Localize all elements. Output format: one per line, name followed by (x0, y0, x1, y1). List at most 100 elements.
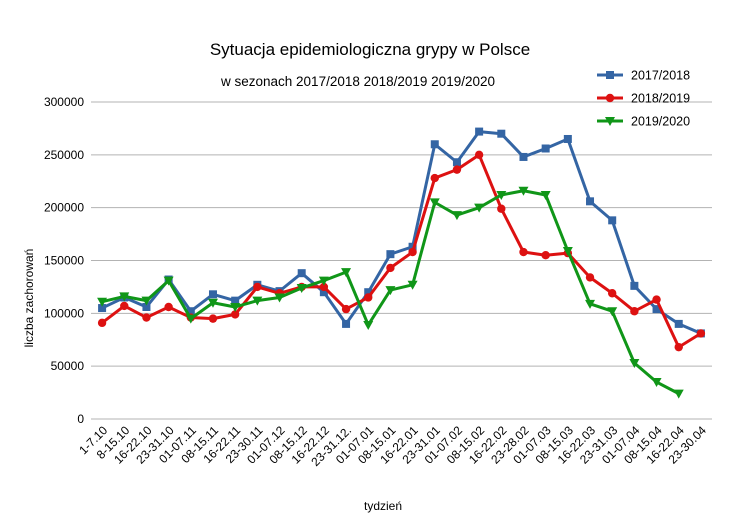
data-point (696, 329, 706, 338)
data-point (364, 288, 373, 297)
data-point (97, 318, 107, 328)
legend-marker (605, 93, 615, 103)
data-point (230, 302, 241, 312)
data-point (474, 203, 485, 213)
legend-label: 2019/2020 (631, 115, 690, 129)
data-point (608, 216, 617, 225)
legend-marker (605, 117, 615, 126)
data-point (674, 319, 683, 328)
data-point (385, 286, 396, 296)
data-point (630, 281, 639, 290)
data-point (496, 190, 507, 200)
x-axis-label: tydzień (364, 499, 402, 513)
data-point (98, 304, 107, 313)
data-point (119, 292, 130, 302)
data-point (386, 263, 395, 273)
data-point (430, 140, 439, 149)
data-point (230, 310, 240, 319)
data-point (363, 320, 374, 330)
series-layer (97, 127, 706, 399)
data-point (120, 301, 129, 311)
data-point (474, 150, 484, 160)
data-point (651, 378, 662, 388)
data-point (607, 289, 617, 298)
series-2017-2018 (98, 127, 705, 338)
y-tick-label: 0 (77, 412, 84, 426)
data-point (451, 211, 462, 221)
legend-item: 2018/2019 (597, 92, 690, 106)
data-point (185, 314, 196, 324)
data-point (541, 251, 550, 260)
data-point (141, 296, 152, 306)
data-point (164, 302, 173, 312)
data-point (586, 197, 595, 206)
data-point (208, 290, 217, 299)
data-point (519, 152, 528, 161)
data-point (341, 268, 352, 278)
data-point (231, 296, 240, 305)
data-point (497, 129, 506, 138)
data-point (630, 307, 639, 316)
data-point (341, 304, 351, 314)
y-tick-label: 200000 (44, 201, 84, 215)
data-point (629, 358, 640, 368)
data-point (674, 342, 683, 352)
legend-label: 2017/2018 (631, 69, 690, 83)
data-point (562, 246, 573, 256)
data-point (652, 305, 661, 314)
y-axis-label: liczba zachorowań (22, 249, 36, 348)
data-point (318, 276, 329, 286)
data-point (540, 190, 551, 200)
legend: 2017/2018 2018/2019 2019/2020 (597, 69, 690, 129)
data-point (364, 293, 373, 302)
data-point (252, 296, 263, 306)
y-axis-ticks: 0 50000 100000 150000 200000 250000 300000 (44, 95, 84, 426)
data-point (429, 198, 440, 208)
series-2019-2020 (97, 186, 684, 399)
data-point (585, 299, 596, 309)
legend-item: 2019/2020 (597, 115, 690, 129)
y-tick-label: 300000 (44, 95, 84, 109)
data-point (541, 144, 550, 153)
chart-title: Sytuacja epidemiologiczna grypy w Polsce (210, 40, 530, 59)
data-point (519, 247, 528, 257)
data-point (563, 134, 572, 143)
data-point (297, 269, 306, 278)
data-point (607, 307, 618, 317)
x-axis-ticks: 1-7.108-15.1016-22.1023-31.1001-07.1108-… (76, 423, 709, 469)
data-point (208, 314, 218, 323)
data-point (253, 282, 262, 292)
data-point (319, 288, 328, 297)
data-point (497, 204, 506, 213)
data-point (142, 313, 151, 322)
data-point (452, 158, 461, 167)
data-point (408, 247, 417, 257)
y-tick-label: 100000 (44, 306, 84, 320)
y-tick-label: 50000 (51, 359, 85, 373)
data-point (296, 283, 307, 293)
data-point (408, 242, 417, 251)
series-line (101, 130, 702, 335)
y-tick-label: 250000 (44, 148, 84, 162)
data-point (342, 319, 351, 328)
data-point (407, 280, 418, 290)
data-point (452, 165, 462, 174)
legend-label: 2018/2019 (631, 92, 690, 106)
data-point (274, 293, 285, 303)
data-point (97, 297, 108, 307)
legend-item: 2017/2018 (597, 69, 690, 83)
data-point (163, 276, 174, 286)
legend-marker (606, 71, 614, 79)
data-point (475, 127, 484, 136)
chart-subtitle: w sezonach 2017/2018 2018/2019 2019/2020 (220, 74, 495, 89)
data-point (186, 307, 195, 316)
y-tick-label: 150000 (44, 254, 84, 268)
data-point (207, 298, 218, 308)
data-point (585, 273, 595, 282)
data-point (142, 302, 151, 311)
data-point (430, 173, 439, 183)
data-point (652, 295, 661, 304)
data-point (386, 250, 395, 259)
data-point (518, 186, 529, 196)
